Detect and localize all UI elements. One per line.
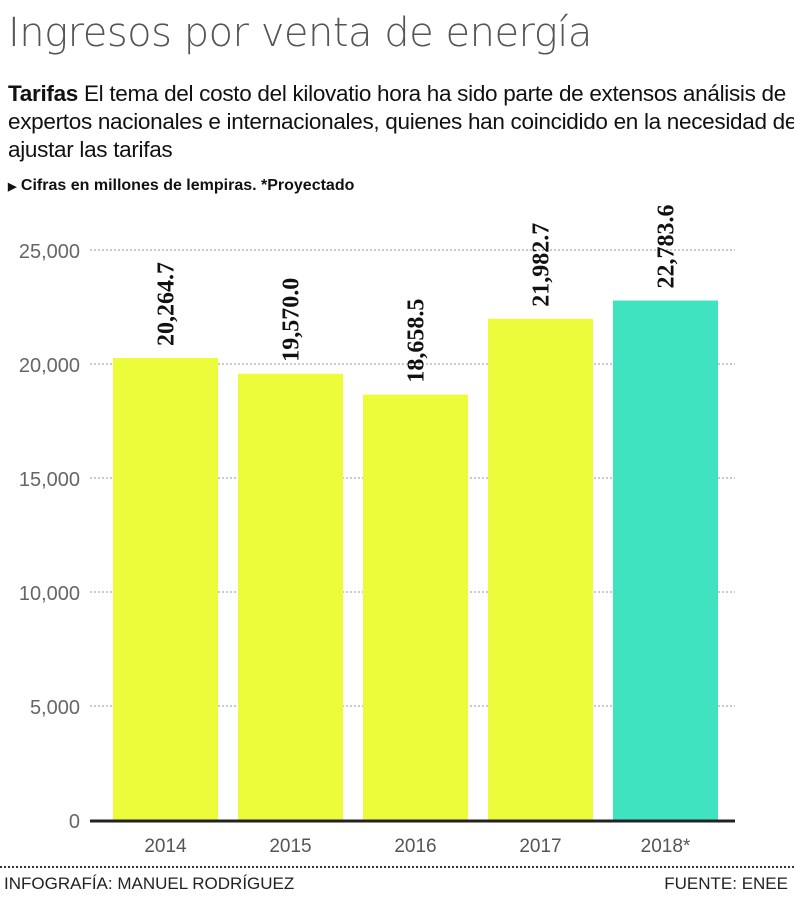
bar-2018* — [613, 300, 718, 820]
subtitle-lead: Tarifas — [8, 81, 79, 106]
footer-divider — [0, 866, 794, 868]
note-text: Cifras en millones de lempiras. *Proyect… — [20, 177, 355, 194]
x-tick-label: 2015 — [269, 836, 311, 857]
bar-2016 — [363, 394, 468, 820]
value-label: 19,570.0 — [279, 278, 305, 362]
bar-2015 — [238, 373, 343, 820]
footer-credit: INFOGRAFÍA: MANUEL RODRÍGUEZ — [4, 874, 295, 893]
x-tick-label: 2018* — [641, 836, 691, 857]
x-tick-label: 2016 — [394, 836, 436, 857]
chart-title: Ingresos por venta de energía — [8, 10, 592, 56]
y-tick-label: 25,000 — [19, 241, 80, 263]
y-tick-label: 5,000 — [30, 697, 80, 719]
value-label: 20,264.7 — [154, 262, 180, 346]
value-label: 22,783.6 — [654, 205, 680, 289]
bar-2017 — [488, 318, 593, 820]
bar-2014 — [113, 357, 218, 820]
chart-note: ▶ Cifras en millones de lempiras. *Proye… — [8, 177, 354, 195]
subtitle-text: El tema del costo del kilovatio hora ha … — [8, 81, 794, 162]
triangle-icon: ▶ — [8, 181, 17, 193]
y-tick-label: 20,000 — [19, 355, 80, 377]
footer-source: FUENTE: ENEE — [664, 874, 788, 893]
value-label: 21,982.7 — [529, 223, 555, 307]
x-tick-label: 2014 — [144, 836, 187, 857]
y-tick-label: 0 — [69, 811, 80, 833]
y-tick-label: 10,000 — [19, 583, 80, 605]
chart-subtitle: Tarifas El tema del costo del kilovatio … — [8, 80, 794, 164]
x-tick-label: 2017 — [519, 836, 561, 857]
value-label: 18,658.5 — [404, 299, 430, 383]
y-tick-label: 15,000 — [19, 469, 80, 491]
